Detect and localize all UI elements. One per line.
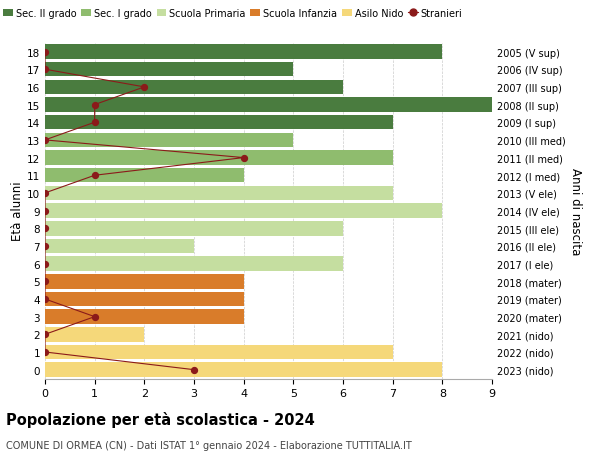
Point <box>239 155 248 162</box>
Bar <box>45 345 392 359</box>
Bar <box>45 80 343 95</box>
Bar <box>45 116 392 130</box>
Point <box>40 278 50 285</box>
Bar <box>45 239 194 254</box>
Point <box>40 348 50 356</box>
Bar <box>45 204 442 218</box>
Point <box>90 172 100 179</box>
Legend: Sec. II grado, Sec. I grado, Scuola Primaria, Scuola Infanzia, Asilo Nido, Stran: Sec. II grado, Sec. I grado, Scuola Prim… <box>0 5 466 22</box>
Bar <box>45 186 392 201</box>
Bar <box>45 257 343 271</box>
Point <box>40 137 50 144</box>
Point <box>189 366 199 374</box>
Bar <box>45 98 492 112</box>
Point <box>40 49 50 56</box>
Point <box>40 296 50 303</box>
Point <box>90 313 100 321</box>
Bar <box>45 222 343 236</box>
Bar <box>45 292 244 307</box>
Bar <box>45 168 244 183</box>
Point <box>40 67 50 74</box>
Point <box>140 84 149 91</box>
Point <box>40 260 50 268</box>
Bar <box>45 134 293 148</box>
Bar <box>45 45 442 60</box>
Point <box>40 207 50 215</box>
Y-axis label: Età alunni: Età alunni <box>11 181 24 241</box>
Y-axis label: Anni di nascita: Anni di nascita <box>569 168 582 255</box>
Bar <box>45 327 145 342</box>
Bar <box>45 151 392 165</box>
Bar <box>45 63 293 77</box>
Point <box>40 243 50 250</box>
Text: COMUNE DI ORMEA (CN) - Dati ISTAT 1° gennaio 2024 - Elaborazione TUTTITALIA.IT: COMUNE DI ORMEA (CN) - Dati ISTAT 1° gen… <box>6 440 412 450</box>
Bar <box>45 310 244 324</box>
Bar <box>45 363 442 377</box>
Bar <box>45 274 244 289</box>
Text: Popolazione per età scolastica - 2024: Popolazione per età scolastica - 2024 <box>6 411 315 427</box>
Point <box>40 225 50 232</box>
Point <box>40 190 50 197</box>
Point <box>90 101 100 109</box>
Point <box>90 119 100 127</box>
Point <box>40 331 50 338</box>
